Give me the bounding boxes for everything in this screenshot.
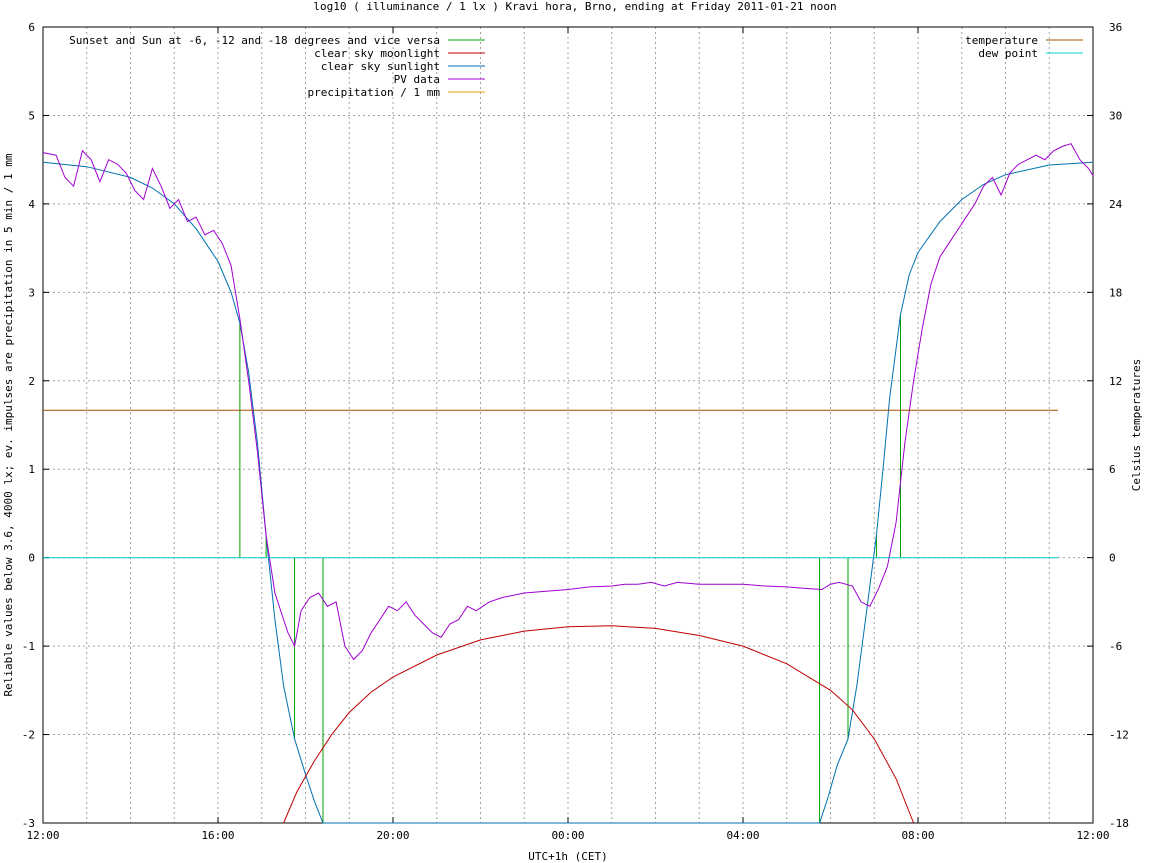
y2-axis-label: Celsius temperatures — [1130, 359, 1143, 491]
y2-tick-label: 24 — [1109, 198, 1123, 211]
legend-label: temperature — [965, 34, 1038, 47]
x-tick-label: 08:00 — [901, 829, 934, 842]
y-axis-label: Reliable values below 3.6, 4000 lx; ev. … — [2, 153, 15, 696]
y2-tick-label: 30 — [1109, 109, 1122, 122]
legend-label: PV data — [394, 73, 440, 86]
series-layer — [42, 143, 1094, 824]
legend-label: clear sky moonlight — [314, 47, 440, 60]
x-tick-label: 12:00 — [1076, 829, 1109, 842]
chart-title: log10 ( illuminance / 1 lx ) Kravi hora,… — [313, 0, 836, 13]
y-tick-label: 3 — [28, 286, 35, 299]
grid — [43, 27, 1093, 823]
y-tick-label: -2 — [22, 729, 35, 742]
y-tick-label: 2 — [28, 375, 35, 388]
y2-tick-label: 6 — [1109, 463, 1116, 476]
x-tick-label: 04:00 — [726, 829, 759, 842]
y2-tick-label: -6 — [1109, 640, 1122, 653]
legend-label: clear sky sunlight — [321, 60, 440, 73]
y2-tick-label: 12 — [1109, 375, 1122, 388]
series-line-clear-sky-moonlight — [283, 625, 915, 824]
y2-tick-label: -12 — [1109, 729, 1129, 742]
y2-tick-label: -18 — [1109, 817, 1129, 830]
series-line-clear-sky-sunlight — [42, 161, 1094, 824]
y-tick-label: 5 — [28, 109, 35, 122]
legend-left: Sunset and Sun at -6, -12 and -18 degree… — [69, 34, 485, 99]
x-tick-label: 12:00 — [26, 829, 59, 842]
y2-tick-label: 36 — [1109, 21, 1122, 34]
legend-label: Sunset and Sun at -6, -12 and -18 degree… — [69, 34, 440, 47]
y-tick-label: -3 — [22, 817, 35, 830]
y2-tick-label: 18 — [1109, 286, 1122, 299]
x-axis-label: UTC+1h (CET) — [528, 850, 607, 863]
y-tick-label: -1 — [22, 640, 35, 653]
y-tick-label: 1 — [28, 463, 35, 476]
y-tick-label: 6 — [28, 21, 35, 34]
series-line-pv-data — [42, 143, 1094, 661]
ticks: 12:00 16:00 20:00 00:00 04:00 08:00 12:00-3-2-… — [22, 21, 1129, 842]
legend-label: dew point — [978, 47, 1038, 60]
x-tick-label: 20:00 — [376, 829, 409, 842]
x-tick-label: 16:00 — [201, 829, 234, 842]
y-tick-label: 0 — [28, 552, 35, 565]
y2-tick-label: 0 — [1109, 552, 1116, 565]
x-tick-label: 00:00 — [551, 829, 584, 842]
legend-label: precipitation / 1 mm — [308, 86, 441, 99]
y-tick-label: 4 — [28, 198, 35, 211]
